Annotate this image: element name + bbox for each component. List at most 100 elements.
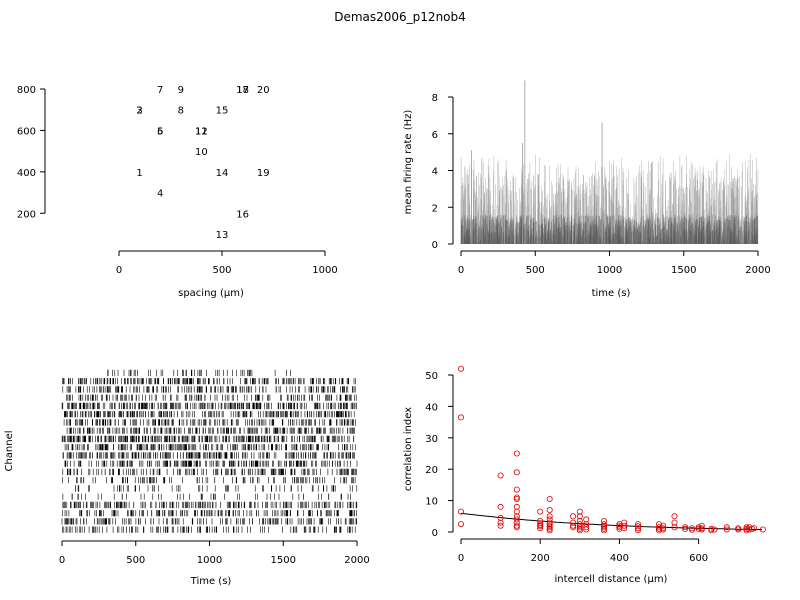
data-point bbox=[671, 513, 678, 520]
y-tick-label: 8 bbox=[432, 93, 438, 104]
electrode-label: 20 bbox=[257, 85, 270, 96]
data-point bbox=[537, 523, 544, 530]
x-tick-label: 200 bbox=[531, 553, 550, 564]
data-point bbox=[621, 519, 628, 526]
electrode-label: 5 bbox=[157, 126, 163, 137]
data-point bbox=[695, 525, 702, 532]
data-point bbox=[576, 527, 583, 534]
data-point bbox=[570, 513, 577, 520]
y-tick-label: 2 bbox=[432, 203, 438, 214]
data-point bbox=[513, 513, 520, 520]
data-point bbox=[635, 523, 642, 530]
data-point bbox=[497, 519, 504, 526]
electrode-label: 18 bbox=[236, 85, 249, 96]
electrode-label: 10 bbox=[195, 147, 208, 158]
data-point bbox=[546, 527, 553, 534]
electrode-label: 15 bbox=[216, 106, 229, 117]
data-point bbox=[570, 524, 577, 531]
data-point bbox=[723, 526, 730, 533]
data-point bbox=[682, 524, 689, 531]
data-point bbox=[660, 526, 667, 533]
x-axis-label: time (s) bbox=[592, 288, 631, 299]
data-point bbox=[698, 522, 705, 529]
data-point bbox=[546, 525, 553, 532]
data-point bbox=[735, 526, 742, 533]
data-point bbox=[497, 514, 504, 521]
x-tick-label: 1000 bbox=[197, 555, 222, 566]
x-tick-label: 2000 bbox=[745, 265, 770, 276]
data-point bbox=[457, 414, 464, 421]
page-title: Demas2006_p12nob4 bbox=[334, 10, 466, 24]
data-point bbox=[601, 518, 608, 525]
electrode-label: 4 bbox=[157, 189, 163, 200]
data-point bbox=[513, 519, 520, 526]
data-point bbox=[601, 522, 608, 529]
data-point bbox=[635, 521, 642, 528]
y-tick-label: 0 bbox=[432, 528, 438, 539]
electrode-label: 1 bbox=[136, 168, 142, 179]
y-axis-label: mean firing rate (Hz) bbox=[403, 110, 414, 215]
electrode-label: 16 bbox=[236, 209, 249, 220]
data-point bbox=[751, 525, 758, 532]
data-point bbox=[513, 494, 520, 501]
data-point bbox=[513, 508, 520, 515]
data-point bbox=[660, 522, 667, 529]
y-axis-label: correlation index bbox=[403, 407, 414, 491]
data-point bbox=[546, 506, 553, 513]
electrode-label: 14 bbox=[216, 168, 229, 179]
correlation-panel: 0 200 400 600 0 10 20 30 40 50 intercell distance … bbox=[403, 365, 766, 585]
data-point bbox=[497, 472, 504, 479]
data-point bbox=[576, 524, 583, 531]
electrode-label: 7 bbox=[157, 85, 163, 96]
data-point bbox=[621, 522, 628, 529]
data-point bbox=[497, 522, 504, 529]
x-tick-label: 0 bbox=[458, 265, 464, 276]
data-point bbox=[513, 450, 520, 457]
data-point bbox=[513, 495, 520, 502]
x-tick-label: 1000 bbox=[597, 265, 622, 276]
x-axis-label: intercell distance (µm) bbox=[555, 574, 668, 585]
data-point bbox=[546, 519, 553, 526]
y-tick-label: 800 bbox=[17, 85, 36, 96]
y-tick-label: 6 bbox=[432, 130, 438, 141]
y-tick-label: 600 bbox=[17, 126, 36, 137]
data-point bbox=[601, 525, 608, 532]
electrode-label: 19 bbox=[257, 168, 270, 179]
data-point bbox=[513, 503, 520, 510]
data-point bbox=[621, 525, 628, 532]
data-point bbox=[546, 495, 553, 502]
data-point bbox=[537, 525, 544, 532]
data-point bbox=[457, 521, 464, 528]
data-point bbox=[513, 469, 520, 476]
data-point bbox=[583, 524, 590, 531]
y-tick-label: 200 bbox=[17, 209, 36, 220]
data-point bbox=[759, 526, 766, 533]
firing-rate-panel: 0 500 1000 1500 2000 0 2 4 6 8 time (s) mean firing… bbox=[403, 80, 771, 299]
y-tick-label: 400 bbox=[17, 168, 36, 179]
x-tick-label: 500 bbox=[526, 265, 545, 276]
electrode-label: 12 bbox=[195, 126, 208, 137]
y-axis-label: Channel bbox=[4, 430, 15, 471]
data-point bbox=[513, 524, 520, 531]
raster-panel: 0 500 1000 1500 2000 Time (s) Channel bbox=[4, 369, 370, 587]
x-tick-label: 500 bbox=[126, 555, 145, 566]
data-point bbox=[546, 522, 553, 529]
data-point bbox=[497, 503, 504, 510]
data-point bbox=[682, 525, 689, 532]
electrode-label: 6 bbox=[157, 126, 163, 137]
x-tick-label: 1000 bbox=[312, 265, 337, 276]
data-point bbox=[457, 365, 464, 372]
data-point bbox=[671, 524, 678, 531]
x-tick-label: 0 bbox=[116, 265, 122, 276]
data-point bbox=[708, 527, 715, 534]
x-tick-label: 0 bbox=[458, 553, 464, 564]
data-point bbox=[576, 513, 583, 520]
electrode-label: 3 bbox=[136, 106, 142, 117]
x-tick-label: 600 bbox=[689, 553, 708, 564]
x-tick-label: 400 bbox=[610, 553, 629, 564]
data-point bbox=[576, 525, 583, 532]
x-tick-label: 1500 bbox=[671, 265, 696, 276]
x-tick-label: 1500 bbox=[271, 555, 296, 566]
electrode-label: 8 bbox=[178, 106, 184, 117]
